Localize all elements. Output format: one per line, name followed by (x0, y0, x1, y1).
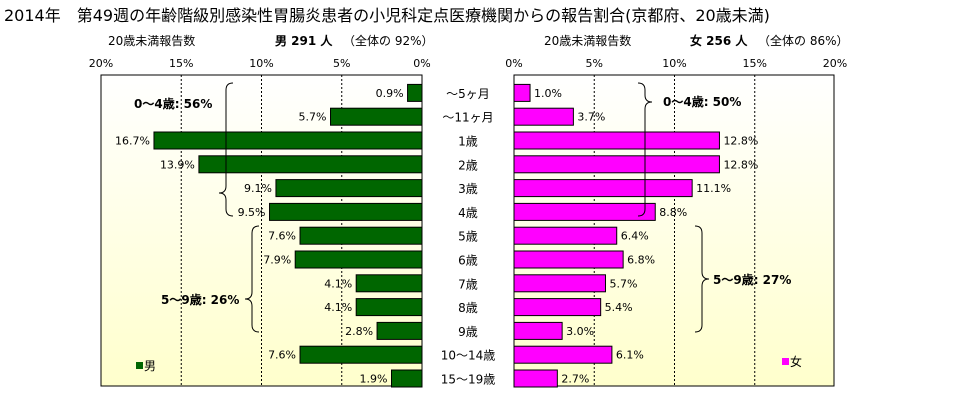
category-label: 9歳 (458, 325, 478, 339)
male-axis-tick-label: 5% (333, 57, 350, 70)
female-bar (513, 202, 656, 221)
female-axis-tick-label: 0% (505, 57, 522, 70)
female-bar (513, 369, 558, 388)
male-header-main: 男 291 人 (275, 33, 333, 48)
female-header-main: 女 256 人 (690, 33, 748, 48)
female-bar (513, 298, 602, 317)
chart-title: 2014年 第49週の年齢階級別感染性胃腸炎患者の小児科定点医療機関からの報告割… (4, 6, 770, 25)
category-label: 10～14歳 (441, 349, 496, 363)
female-data-label: 6.4% (621, 230, 649, 243)
category-label: 6歳 (458, 254, 478, 268)
male-axis-tick-label: 0% (413, 57, 430, 70)
female-brace-0-4 (637, 82, 653, 217)
category-label: 7歳 (458, 277, 478, 291)
female-bar (513, 83, 531, 102)
male-bar (376, 321, 423, 340)
category-label: ～11ヶ月 (442, 111, 493, 125)
male-group-label-5-9: 5～9歳: 26% (161, 292, 239, 307)
male-data-label: 0.9% (376, 87, 404, 100)
male-data-label: 4.1% (324, 277, 352, 290)
male-data-label: 9.5% (238, 206, 266, 219)
male-axis-tick-label: 10% (249, 57, 273, 70)
female-data-label: 12.8% (723, 158, 758, 171)
male-header-left: 20歳未満報告数 (108, 33, 195, 48)
female-bar (513, 131, 720, 150)
female-data-label: 6.1% (616, 349, 644, 362)
female-header-share: （全体の 86%） (758, 33, 849, 48)
category-label: 8歳 (458, 301, 478, 315)
male-data-label: 9.1% (244, 182, 272, 195)
female-bar (513, 155, 720, 174)
male-axis-tick-label: 15% (169, 57, 193, 70)
category-label: 2歳 (458, 158, 478, 172)
male-bar (198, 155, 423, 174)
female-data-label: 3.0% (566, 325, 594, 338)
female-group-label-0-4: 0～4歳: 50% (663, 94, 741, 109)
male-bar (299, 345, 423, 364)
male-legend-label: 男 (144, 359, 156, 373)
female-brace-5-9 (694, 225, 710, 333)
female-axis-tick-label: 5% (586, 57, 603, 70)
male-bar (407, 83, 423, 102)
category-label: 4歳 (458, 206, 478, 220)
female-header-left: 20歳未満報告数 (544, 33, 631, 48)
male-brace-5-9 (244, 225, 260, 333)
male-legend-swatch (136, 362, 143, 369)
female-data-label: 1.0% (534, 87, 562, 100)
male-bar (153, 131, 423, 150)
female-data-label: 3.7% (577, 111, 605, 124)
female-bar (513, 321, 563, 340)
male-bar (355, 274, 423, 293)
male-header-share: （全体の 92%） (343, 33, 434, 48)
category-label: ～5ヶ月 (446, 87, 490, 101)
female-data-label: 11.1% (696, 182, 731, 195)
female-axis-tick-label: 20% (823, 57, 847, 70)
category-label: 5歳 (458, 230, 478, 244)
male-data-label: 16.7% (115, 135, 150, 148)
female-bar (513, 226, 618, 245)
male-data-label: 4.1% (324, 301, 352, 314)
female-bar (513, 274, 606, 293)
male-group-label-0-4: 0～4歳: 56% (134, 96, 212, 111)
male-data-label: 5.7% (299, 111, 327, 124)
female-data-label: 12.8% (723, 135, 758, 148)
female-data-label: 6.8% (627, 254, 655, 267)
male-bar (275, 179, 423, 198)
category-label: 1歳 (458, 135, 478, 149)
male-bar (269, 202, 423, 221)
female-bar (513, 345, 613, 364)
female-axis-tick-label: 10% (662, 57, 686, 70)
male-data-label: 7.6% (268, 349, 296, 362)
female-data-label: 8.8% (659, 206, 687, 219)
female-data-label: 5.4% (605, 301, 633, 314)
male-data-label: 2.8% (345, 325, 373, 338)
female-legend-label: 女 (790, 354, 802, 369)
female-axis-tick-label: 15% (743, 57, 767, 70)
male-data-label: 7.9% (263, 254, 291, 267)
female-data-label: 5.7% (609, 277, 637, 290)
male-data-label: 1.9% (360, 373, 388, 386)
category-label: 15～19歳 (441, 373, 496, 387)
male-data-label: 13.9% (160, 158, 195, 171)
male-bar (330, 107, 423, 126)
male-brace-0-4 (218, 82, 234, 217)
male-bar (299, 226, 423, 245)
male-bar (294, 250, 423, 269)
female-group-label-5-9: 5～9歳: 27% (713, 272, 791, 287)
female-data-label: 2.7% (561, 373, 589, 386)
female-bar (513, 250, 624, 269)
male-data-label: 7.6% (268, 230, 296, 243)
female-bar (513, 107, 574, 126)
female-legend-swatch (782, 358, 789, 365)
category-label: 3歳 (458, 182, 478, 196)
male-axis-tick-label: 20% (89, 57, 113, 70)
female-bar (513, 179, 693, 198)
male-bar (355, 298, 423, 317)
male-bar (391, 369, 423, 388)
